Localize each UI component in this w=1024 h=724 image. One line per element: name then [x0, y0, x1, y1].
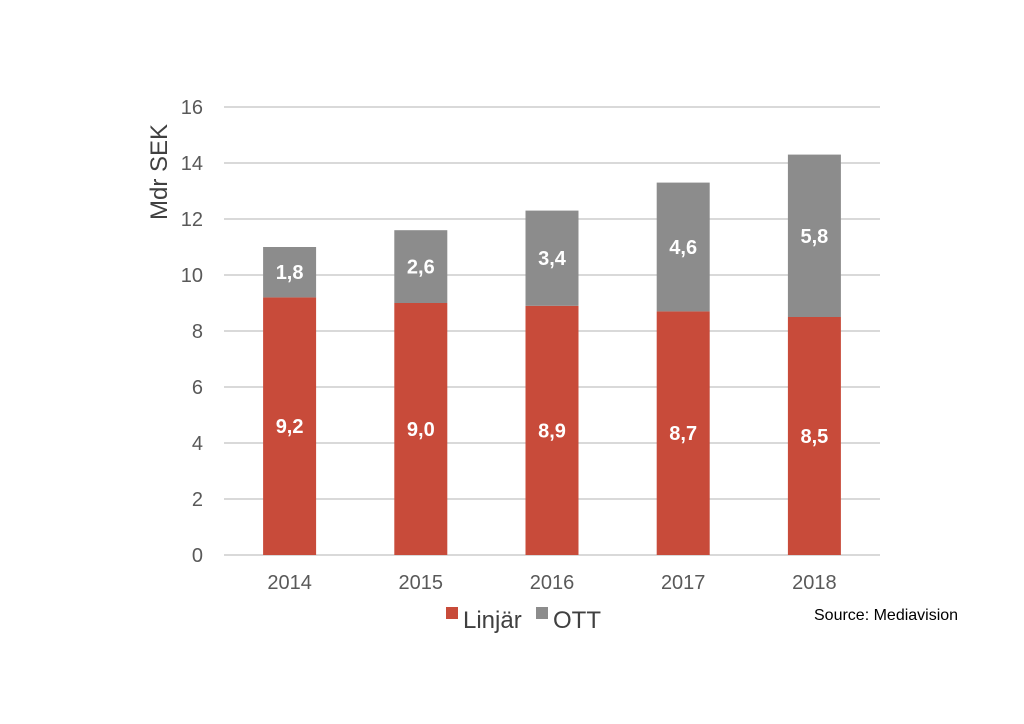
legend-label: Linjär: [463, 607, 522, 634]
bar-segment: [787, 317, 841, 555]
y-tick-label: 4: [192, 433, 203, 455]
y-tick-label: 6: [192, 377, 203, 399]
data-label: 5,8: [800, 226, 828, 248]
x-tick-label: 2018: [792, 572, 837, 594]
data-label: 3,4: [538, 248, 567, 270]
data-label: 9,2: [276, 416, 304, 438]
legend-label: OTT: [553, 607, 601, 634]
bar-segment: [656, 311, 710, 555]
bar-segment: [525, 210, 579, 306]
bars: 9,2 1,8 9,0 2,6 8,9 3,4 8,7 4,6 8,5 5,8: [263, 154, 841, 555]
source-note: Source: Mediavision: [814, 607, 958, 624]
y-tick-label: 16: [181, 97, 203, 119]
data-label: 8,9: [538, 420, 566, 442]
x-tick-label: 2014: [267, 572, 312, 594]
bar-segment: [787, 154, 841, 317]
x-axis-ticks: 2014 2015 2016 2017 2018: [267, 572, 836, 594]
x-tick-label: 2016: [530, 572, 575, 594]
y-axis-title: Mdr SEK: [146, 124, 173, 220]
y-tick-label: 2: [192, 489, 203, 511]
x-tick-label: 2017: [661, 572, 706, 594]
bar-segment: [394, 303, 448, 555]
data-label: 8,5: [800, 426, 828, 448]
x-tick-label: 2015: [399, 572, 444, 594]
legend-swatch: [446, 607, 458, 619]
y-tick-label: 10: [181, 265, 203, 287]
data-label: 8,7: [669, 423, 697, 445]
legend: Linjär OTT: [446, 607, 601, 634]
bar-segment: [263, 297, 317, 555]
data-label: 1,8: [276, 262, 304, 284]
data-label: 9,0: [407, 419, 435, 441]
bar-segment: [394, 230, 448, 303]
y-axis-ticks: 0 2 4 6 8 10 12 14 16: [181, 97, 203, 567]
bar-segment: [263, 247, 317, 298]
bar-segment: [656, 182, 710, 312]
data-label: 2,6: [407, 257, 435, 279]
data-label: 4,6: [669, 237, 697, 259]
y-tick-label: 8: [192, 321, 203, 343]
legend-swatch: [536, 607, 548, 619]
y-tick-label: 0: [192, 545, 203, 567]
y-tick-label: 14: [181, 153, 203, 175]
y-tick-label: 12: [181, 209, 203, 231]
bar-segment: [525, 305, 579, 555]
